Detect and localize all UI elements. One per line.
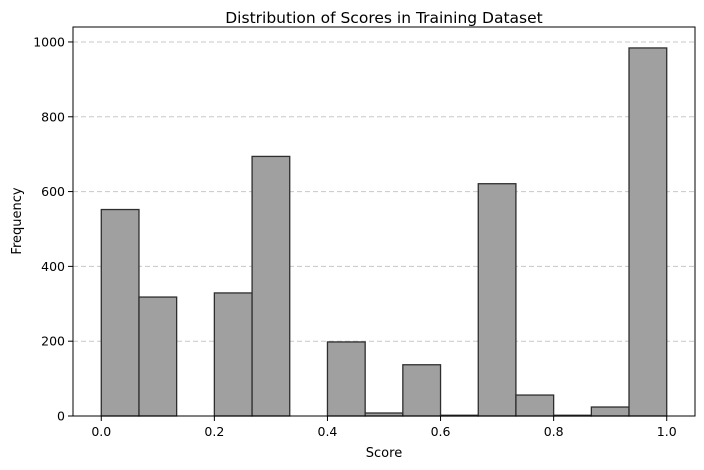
bar-10 <box>477 183 517 417</box>
y-axis: 0 200 400 600 800 1000 <box>33 34 73 424</box>
bar-14 <box>628 47 668 417</box>
y-tick-label-3: 600 <box>41 184 65 199</box>
bar-1 <box>138 296 178 417</box>
bar-4 <box>251 155 291 417</box>
y-axis-label: Frequency <box>10 187 25 254</box>
x-axis: 0.0 0.2 0.4 0.6 0.8 1.0 <box>91 416 677 439</box>
x-tick-label-3: 0.6 <box>431 424 451 439</box>
bars-layer <box>100 47 668 417</box>
axes-frame <box>72 26 696 417</box>
grid-layer <box>73 41 695 342</box>
x-axis-label: Score <box>366 446 402 461</box>
y-tick-label-1: 200 <box>41 334 65 349</box>
y-tick-label-4: 800 <box>41 109 65 124</box>
bar-6 <box>326 341 366 417</box>
x-tick-label-4: 0.8 <box>544 424 564 439</box>
chart-title: Distribution of Scores in Training Datas… <box>225 9 542 27</box>
x-tick-label-2: 0.4 <box>318 424 338 439</box>
bar-3 <box>213 292 253 417</box>
y-tick-label-5: 1000 <box>33 34 65 49</box>
y-tick-label-0: 0 <box>57 409 65 424</box>
y-tick-label-2: 400 <box>41 259 65 274</box>
bar-11 <box>515 394 555 417</box>
x-tick-label-1: 0.2 <box>204 424 224 439</box>
x-tick-label-0: 0.0 <box>91 424 111 439</box>
bar-13 <box>590 406 630 417</box>
bar-8 <box>402 364 442 417</box>
x-tick-label-5: 1.0 <box>657 424 677 439</box>
bar-0 <box>100 208 140 417</box>
